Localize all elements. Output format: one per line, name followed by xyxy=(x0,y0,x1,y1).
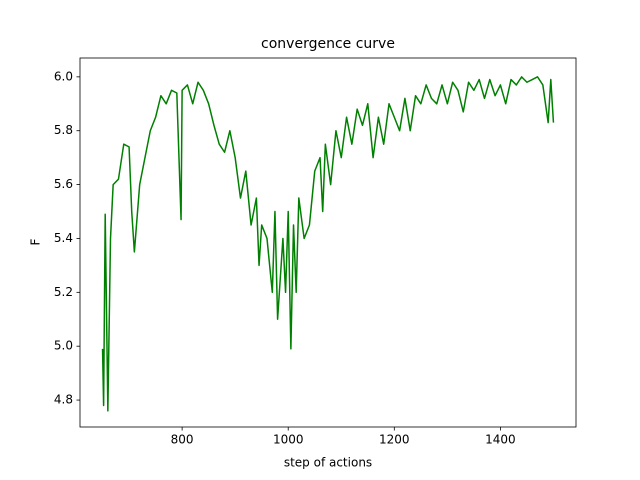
chart-title: convergence curve xyxy=(261,36,395,52)
y-tick-label: 5.4 xyxy=(54,231,73,245)
y-tick-label: 4.8 xyxy=(54,393,73,407)
y-tick-label: 6.0 xyxy=(54,69,73,83)
x-tick-label: 800 xyxy=(171,433,194,447)
x-axis-label: step of actions xyxy=(284,456,372,470)
y-tick-label: 5.8 xyxy=(54,123,73,137)
data-line xyxy=(101,76,555,412)
y-axis-label: F xyxy=(29,238,43,245)
y-tick-label: 5.2 xyxy=(54,285,73,299)
x-tick-label: 1200 xyxy=(379,433,410,447)
x-tick-label: 1000 xyxy=(273,433,304,447)
plot-frame xyxy=(79,57,577,428)
y-tick-label: 5.0 xyxy=(54,339,73,353)
y-tick-label: 5.6 xyxy=(54,177,73,191)
x-tick-label: 1400 xyxy=(485,433,516,447)
